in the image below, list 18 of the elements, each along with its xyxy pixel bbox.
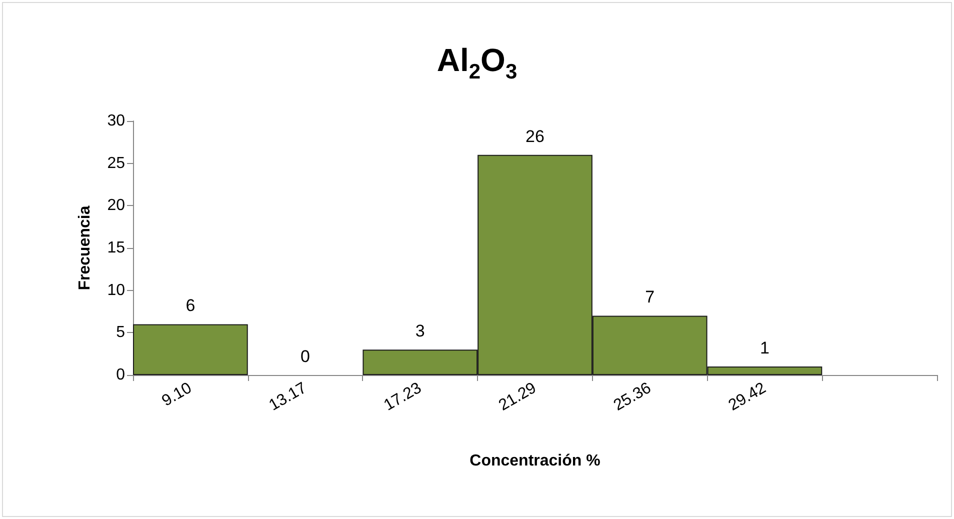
data-label: 1 xyxy=(760,338,770,358)
x-axis-title: Concentración % xyxy=(470,452,600,470)
y-tick-label: 0 xyxy=(116,366,126,384)
data-label: 3 xyxy=(415,322,425,341)
y-axis-title: Frecuencia xyxy=(76,206,94,290)
y-tick-label: 25 xyxy=(107,154,126,172)
y-tick-label: 10 xyxy=(107,282,126,299)
data-label: 26 xyxy=(526,126,544,146)
y-tick-label: 15 xyxy=(107,240,126,256)
data-label: 0 xyxy=(300,347,310,366)
bar xyxy=(133,324,248,375)
y-tick-label: 20 xyxy=(107,197,126,214)
y-tick-label: 30 xyxy=(107,112,126,130)
chart-title: Al$_{2}$O$_{3}$ xyxy=(436,42,518,84)
data-label: 6 xyxy=(186,296,196,316)
data-label: 7 xyxy=(645,288,655,307)
x-tick-label: 9.10 xyxy=(159,380,195,410)
y-tick-label: 5 xyxy=(116,324,126,342)
